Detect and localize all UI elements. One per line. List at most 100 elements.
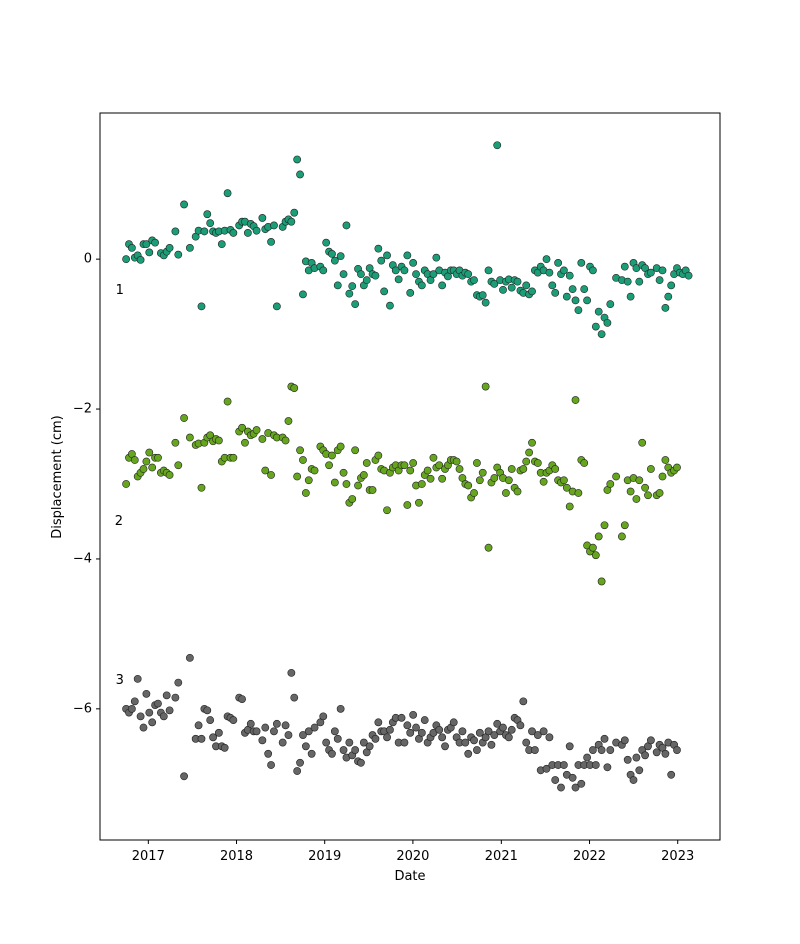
data-point [597,577,606,586]
data-point [626,487,635,496]
data-point [345,738,354,747]
data-point [325,461,333,470]
data-point [478,291,487,300]
data-point [429,453,438,462]
data-point [339,270,348,279]
data-point [560,476,568,485]
data-point [284,731,293,739]
data-point [539,477,548,486]
data-point [487,740,496,749]
data-point [258,214,267,222]
data-point [264,749,273,758]
data-point [336,252,345,261]
data-point [293,155,302,164]
data-point [336,442,345,451]
data-point [319,266,328,275]
data-point [386,301,394,310]
data-point [284,417,293,425]
data-point [606,746,615,754]
data-point [618,532,626,541]
data-point [632,495,641,503]
data-point [333,734,342,743]
data-point [371,734,380,743]
data-point [159,712,168,721]
data-point [620,736,629,745]
data-point [374,451,383,460]
data-point [589,543,597,552]
data-point [580,285,589,294]
data-point [673,746,681,754]
data-point [417,728,426,737]
data-point [154,699,162,708]
plot-frame [99,112,721,841]
data-point [571,396,580,404]
data-point [252,426,261,434]
data-point [481,382,490,391]
data-point [464,749,473,758]
series-labels-layer: 1 2 3 [115,283,124,688]
data-point [130,697,139,706]
data-point [206,716,215,724]
x-axis: 2017 2018 2019 2020 2021 2022 2023 [132,840,694,864]
data-point [623,755,632,764]
data-point [620,262,629,271]
data-point [412,723,420,732]
data-point [406,728,415,737]
data-point [197,734,206,743]
data-point [522,457,531,466]
data-point [357,758,365,767]
data-point [357,270,365,279]
data-point [441,742,449,751]
data-point [351,300,360,309]
data-point [490,474,499,482]
data-point [551,465,560,473]
data-point [139,723,148,732]
data-point [412,270,420,279]
data-point [658,472,667,481]
x-tick-label: 2022 [573,849,606,864]
data-point [290,208,299,217]
data-point [322,238,331,247]
data-point [423,466,432,475]
data-point [403,251,412,260]
data-point [542,764,551,773]
data-point [647,268,655,277]
data-point [562,483,571,492]
data-point [551,288,560,297]
data-point [322,738,331,747]
series-label-2: 2 [115,514,123,529]
data-point [362,276,371,285]
data-point [151,238,159,247]
data-point [632,753,641,762]
data-point [281,721,290,730]
data-point [571,783,580,792]
data-point [647,736,655,745]
data-point [647,465,655,473]
data-point [197,483,206,492]
data-point [220,743,229,752]
data-point [310,466,319,475]
data-point [533,731,542,739]
data-point [583,296,592,305]
y-tick-label: −2 [73,402,92,417]
data-point [667,281,676,290]
data-point [478,468,487,477]
data-point [502,489,510,497]
data-point [267,238,275,246]
x-tick-label: 2018 [220,849,253,864]
data-point [299,290,307,299]
data-point [203,706,212,715]
data-point [185,653,194,662]
x-tick-label: 2020 [396,849,429,864]
data-point [499,285,507,294]
data-point [435,461,444,470]
data-point [409,459,418,467]
data-point [504,733,513,742]
x-tick-label: 2019 [308,849,341,864]
data-point [133,674,142,683]
data-point [409,258,418,267]
data-point [484,727,493,736]
data-point [600,734,609,743]
data-point [299,731,307,739]
